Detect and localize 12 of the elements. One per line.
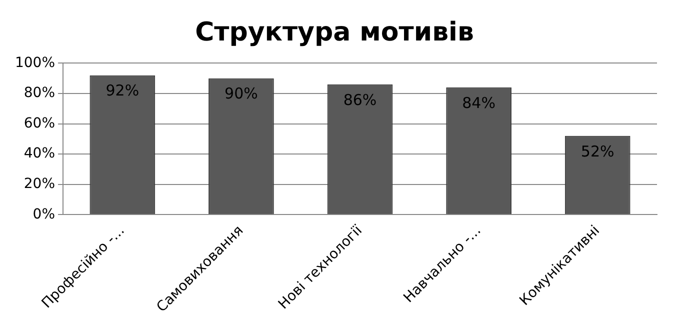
- y-tick-label: 20%: [24, 176, 56, 192]
- data-label: 90%: [224, 84, 258, 103]
- y-tick-label: 40%: [24, 146, 56, 162]
- data-label: 84%: [462, 94, 496, 112]
- data-label: 86%: [343, 90, 377, 109]
- y-tick-label: 80%: [24, 85, 56, 102]
- y-tick-label: 60%: [24, 115, 56, 132]
- y-tick-label: 0%: [32, 206, 56, 222]
- y-tick-label: 100%: [14, 54, 56, 71]
- chart-title: Структура мотивів: [195, 17, 474, 48]
- data-label: 52%: [580, 142, 614, 160]
- data-label: 92%: [106, 82, 140, 100]
